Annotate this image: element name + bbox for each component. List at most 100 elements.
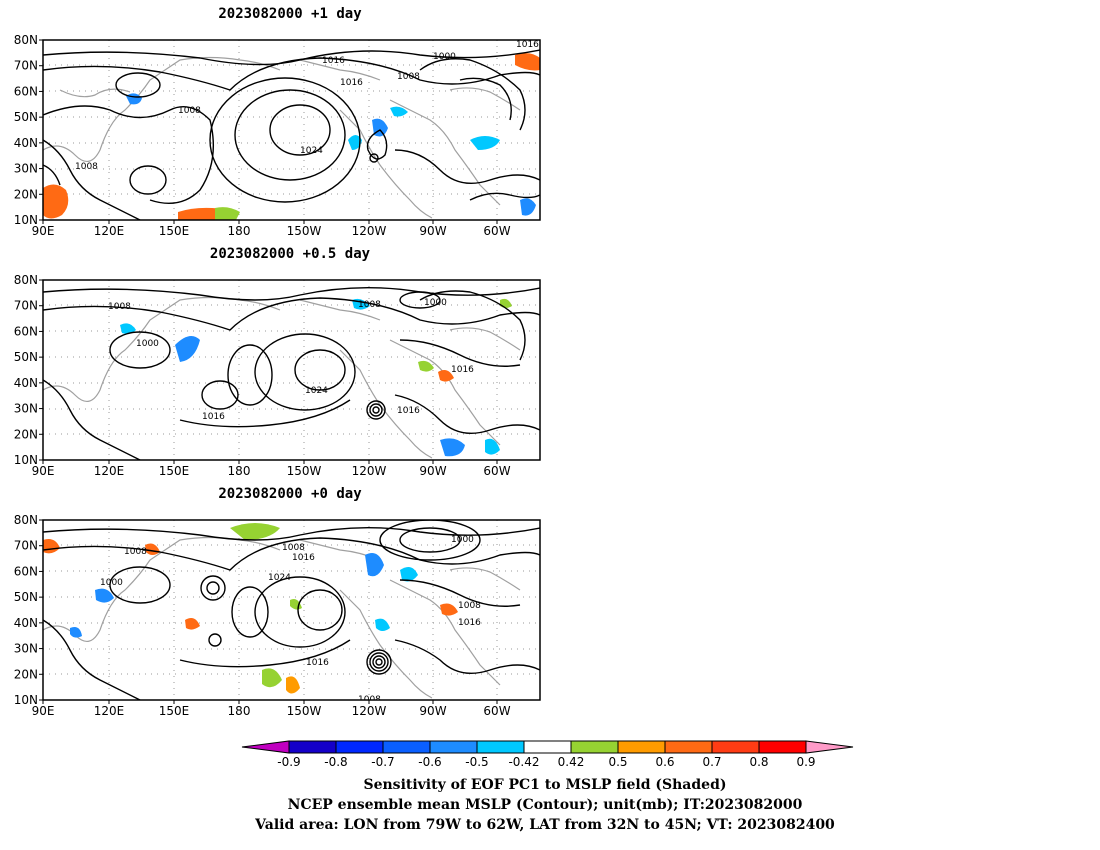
contour-label: 1016 bbox=[458, 618, 481, 628]
contour-label: 1000 bbox=[451, 535, 474, 545]
lat-label: 60N bbox=[14, 564, 38, 578]
contour-label: 1016 bbox=[322, 56, 345, 66]
lat-label: 10N bbox=[14, 453, 38, 467]
panel-1: 1016 1000 1016 1008 1016 1008 1024 1008 bbox=[42, 39, 541, 221]
positive-sensitivity-area bbox=[440, 603, 458, 616]
positive-sensitivity-area bbox=[418, 360, 434, 372]
contour-label: 1016 bbox=[292, 553, 315, 563]
lat-label: 70N bbox=[14, 299, 38, 313]
contour-label: 1008 bbox=[178, 106, 201, 116]
lat-label: 40N bbox=[14, 616, 38, 630]
negative-sensitivity-area bbox=[70, 627, 82, 638]
panel-1-contour-labels: 1016 1000 1016 1008 1016 1008 1024 1008 bbox=[75, 40, 539, 172]
colorbar-swatch bbox=[382, 740, 431, 754]
colorbar-label: 0.8 bbox=[749, 755, 768, 769]
positive-sensitivity-area bbox=[500, 298, 512, 308]
contour-label: 1024 bbox=[305, 386, 328, 396]
positive-sensitivity-area bbox=[438, 370, 454, 382]
colorbar-label: 0.42 bbox=[558, 755, 585, 769]
lat-label: 10N bbox=[14, 213, 38, 227]
panel-2: 1008 1008 1000 1000 1016 1024 1016 1016 bbox=[42, 279, 541, 461]
lat-label: 70N bbox=[14, 539, 38, 553]
colorbar-label: -0.6 bbox=[418, 755, 441, 769]
contour-label: 1008 bbox=[75, 162, 98, 172]
lat-label: 30N bbox=[14, 402, 38, 416]
lat-label: 80N bbox=[14, 33, 38, 47]
panel-1-contours bbox=[43, 49, 540, 220]
lat-label: 10N bbox=[14, 693, 38, 707]
lon-label: 180 bbox=[228, 464, 251, 478]
positive-sensitivity-area bbox=[43, 539, 60, 554]
contour-label: 1008 bbox=[397, 72, 420, 82]
lon-label: 90W bbox=[419, 704, 446, 718]
lon-label: 150E bbox=[159, 224, 190, 238]
negative-sensitivity-area bbox=[390, 106, 408, 117]
colorbar-swatch bbox=[758, 740, 807, 754]
contour-label: 1008 bbox=[458, 601, 481, 611]
contour-label: 1016 bbox=[340, 78, 363, 88]
colorbar-low-extension bbox=[241, 740, 290, 754]
contour-label: 1024 bbox=[268, 573, 291, 583]
lon-label: 90W bbox=[419, 224, 446, 238]
panel-1-coastlines bbox=[43, 56, 521, 219]
negative-sensitivity-area bbox=[375, 618, 390, 631]
colorbar-swatch bbox=[570, 740, 619, 754]
colorbar-swatch bbox=[617, 740, 666, 754]
positive-sensitivity-area bbox=[290, 599, 302, 610]
colorbar-swatch bbox=[711, 740, 760, 754]
negative-sensitivity-area bbox=[175, 336, 200, 362]
lat-label: 20N bbox=[14, 187, 38, 201]
colorbar-swatch bbox=[335, 740, 384, 754]
negative-sensitivity-area bbox=[95, 588, 114, 603]
caption-line-3: Valid area: LON from 79W to 62W, LAT fro… bbox=[255, 817, 835, 833]
lat-label: 20N bbox=[14, 667, 38, 681]
contour-label: 1016 bbox=[306, 658, 329, 668]
panel-3-title: 2023082000 +0 day bbox=[218, 486, 362, 502]
panel-1-frame bbox=[42, 39, 541, 221]
contour-label: 1016 bbox=[397, 406, 420, 416]
lat-label: 30N bbox=[14, 642, 38, 656]
lon-label: 60W bbox=[483, 704, 510, 718]
positive-sensitivity-area bbox=[262, 668, 282, 688]
lon-label: 180 bbox=[228, 704, 251, 718]
panel-2-title: 2023082000 +0.5 day bbox=[209, 246, 371, 262]
positive-sensitivity-area bbox=[215, 207, 240, 220]
lat-label: 70N bbox=[14, 59, 38, 73]
caption-line-1: Sensitivity of EOF PC1 to MSLP field (Sh… bbox=[363, 777, 727, 793]
positive-sensitivity-area bbox=[230, 523, 280, 540]
contour-label: 1024 bbox=[300, 146, 323, 156]
colorbar-label: 0.6 bbox=[655, 755, 674, 769]
contour-label: 1000 bbox=[433, 52, 456, 62]
lon-label: 90E bbox=[32, 224, 55, 238]
colorbar-swatch bbox=[429, 740, 478, 754]
lon-label: 60W bbox=[483, 464, 510, 478]
lat-label: 40N bbox=[14, 136, 38, 150]
lon-label: 120E bbox=[94, 464, 125, 478]
positive-sensitivity-area bbox=[185, 618, 200, 630]
contour-label: 1008 bbox=[358, 300, 381, 310]
contour-label: 1000 bbox=[100, 578, 123, 588]
caption-line-2: NCEP ensemble mean MSLP (Contour); unit(… bbox=[287, 797, 803, 813]
lon-label: 150E bbox=[159, 464, 190, 478]
negative-sensitivity-area bbox=[520, 198, 536, 216]
lon-label: 60W bbox=[483, 224, 510, 238]
lon-label: 150W bbox=[287, 224, 322, 238]
panel-3-shading bbox=[43, 523, 458, 694]
contour-label: 1000 bbox=[136, 339, 159, 349]
contour-label: 1016 bbox=[451, 365, 474, 375]
negative-sensitivity-area bbox=[400, 566, 418, 582]
negative-sensitivity-area bbox=[365, 552, 384, 577]
contour-label: 1008 bbox=[124, 547, 147, 557]
lon-label: 150W bbox=[287, 704, 322, 718]
colorbar-swatch bbox=[476, 740, 525, 754]
negative-sensitivity-area bbox=[440, 438, 465, 457]
lon-label: 180 bbox=[228, 224, 251, 238]
colorbar: -0.9 -0.8 -0.7 -0.6 -0.5 -0.42 0.42 0.5 0.6 0.7 0.… bbox=[241, 740, 854, 769]
lat-label: 30N bbox=[14, 162, 38, 176]
colorbar-label: -0.9 bbox=[277, 755, 300, 769]
panel-2-contour-labels: 1008 1008 1000 1000 1016 1024 1016 1016 bbox=[108, 298, 474, 422]
colorbar-swatch bbox=[523, 740, 572, 754]
panel-1-gridlines bbox=[43, 40, 540, 220]
panel-1-title: 2023082000 +1 day bbox=[218, 6, 362, 22]
